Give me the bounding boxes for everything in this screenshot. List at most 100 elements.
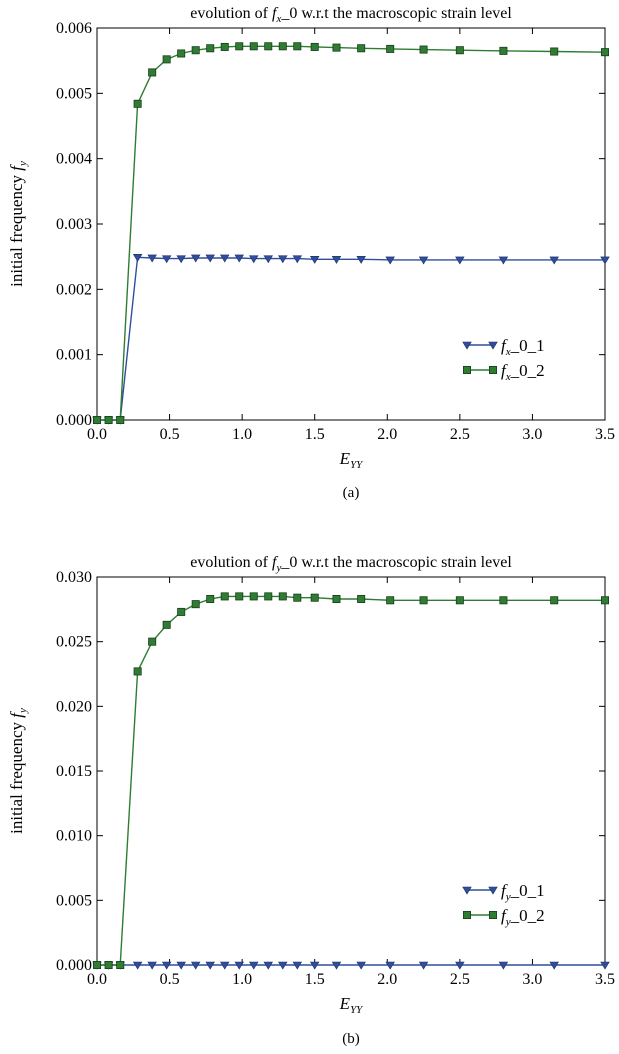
data-point: [498, 961, 509, 970]
x-tick-label: 2.0: [377, 426, 397, 443]
data-point: [419, 45, 428, 54]
data-point: [278, 961, 288, 970]
data-point: [498, 256, 509, 265]
series-1: [92, 961, 610, 970]
y-tick-label: 0.010: [56, 828, 92, 845]
data-point: [263, 255, 273, 264]
legend-marker-start: [462, 341, 472, 350]
data-point: [455, 46, 464, 55]
data-point: [499, 596, 508, 605]
data-point: [357, 594, 366, 603]
data-point: [332, 43, 341, 52]
data-point: [161, 255, 172, 264]
data-point: [601, 596, 610, 605]
x-tick-label: 1.5: [305, 426, 325, 443]
chart-panel-b: evolution of fy_0 w.r.t the macroscopic …: [7, 554, 615, 1016]
data-point: [93, 961, 102, 970]
data-point: [177, 607, 186, 616]
data-point: [133, 99, 142, 108]
data-point: [356, 255, 366, 264]
chart-panel-a: evolution of fx_0 w.r.t the macroscopic …: [7, 5, 615, 471]
x-tick-label: 0.5: [160, 971, 180, 988]
legend-label: fy_0_1: [501, 881, 545, 903]
data-point: [176, 255, 186, 264]
x-tick-label: 1.0: [232, 426, 252, 443]
data-point: [147, 961, 157, 970]
data-point: [220, 592, 229, 601]
x-tick-label: 0.0: [87, 971, 107, 988]
x-tick-label: 3.5: [595, 426, 615, 443]
legend-entry-1: fy_0_1: [462, 881, 545, 903]
legend-marker-end: [488, 341, 498, 350]
data-point: [162, 55, 171, 64]
series-line: [97, 595, 605, 966]
legend-marker-start: [462, 365, 471, 374]
chart-title: evolution of fy_0 w.r.t the macroscopic …: [190, 554, 512, 574]
legend-marker-end: [488, 365, 497, 374]
legend-entry-2: fx_0_2: [462, 361, 545, 383]
data-point: [550, 596, 559, 605]
data-point: [206, 594, 215, 603]
x-tick-label: 3.5: [595, 971, 615, 988]
legend-marker-start: [462, 886, 472, 895]
data-point: [249, 255, 259, 264]
data-point: [206, 44, 215, 53]
data-point: [234, 254, 244, 263]
figure-caption: (a): [343, 485, 360, 501]
chart-title: evolution of fx_0 w.r.t the macroscopic …: [190, 5, 512, 25]
data-point: [132, 254, 143, 262]
y-tick-label: 0.000: [56, 412, 92, 429]
data-point: [418, 961, 429, 970]
data-point: [116, 415, 125, 424]
series-2: [93, 42, 610, 424]
y-tick-label: 0.005: [56, 85, 92, 102]
data-point: [205, 961, 215, 970]
y-tick-label: 0.002: [56, 281, 92, 298]
data-point: [549, 961, 559, 970]
y-tick-label: 0.001: [56, 347, 92, 364]
data-point: [176, 961, 186, 970]
data-point: [148, 68, 157, 77]
data-point: [455, 596, 464, 605]
data-point: [419, 596, 428, 605]
data-point: [356, 961, 366, 970]
x-tick-label: 2.5: [450, 426, 470, 443]
data-point: [190, 254, 201, 263]
data-point: [104, 415, 113, 424]
legend-marker-start: [462, 911, 471, 920]
data-point: [549, 256, 559, 265]
x-tick-label: 2.0: [377, 971, 397, 988]
y-tick-label: 0.004: [56, 151, 92, 168]
data-point: [293, 593, 302, 602]
data-point: [357, 44, 366, 53]
data-point: [93, 415, 102, 424]
data-point: [499, 46, 508, 55]
x-tick-label: 3.0: [522, 426, 542, 443]
y-tick-label: 0.005: [56, 892, 92, 909]
data-point: [162, 620, 171, 629]
x-axis-label: EYY: [339, 449, 365, 471]
data-point: [331, 961, 342, 970]
data-point: [177, 49, 186, 58]
legend-entry-2: fy_0_2: [462, 906, 545, 928]
data-point: [190, 961, 201, 970]
x-tick-label: 3.0: [522, 971, 542, 988]
data-point: [309, 961, 320, 970]
data-point: [104, 961, 113, 970]
x-tick-label: 0.0: [87, 426, 107, 443]
legend-label: fx_0_1: [501, 336, 545, 358]
data-point: [309, 255, 320, 264]
data-point: [249, 961, 259, 970]
y-tick-label: 0.015: [56, 763, 92, 780]
data-point: [235, 42, 244, 51]
x-tick-label: 1.5: [305, 971, 325, 988]
data-point: [310, 42, 319, 51]
data-point: [191, 600, 200, 609]
data-point: [235, 592, 244, 601]
data-point: [418, 256, 429, 265]
data-point: [148, 637, 157, 646]
y-axis-label: initial frequency fy: [7, 708, 29, 834]
y-tick-label: 0.025: [56, 634, 92, 651]
data-point: [310, 593, 319, 602]
